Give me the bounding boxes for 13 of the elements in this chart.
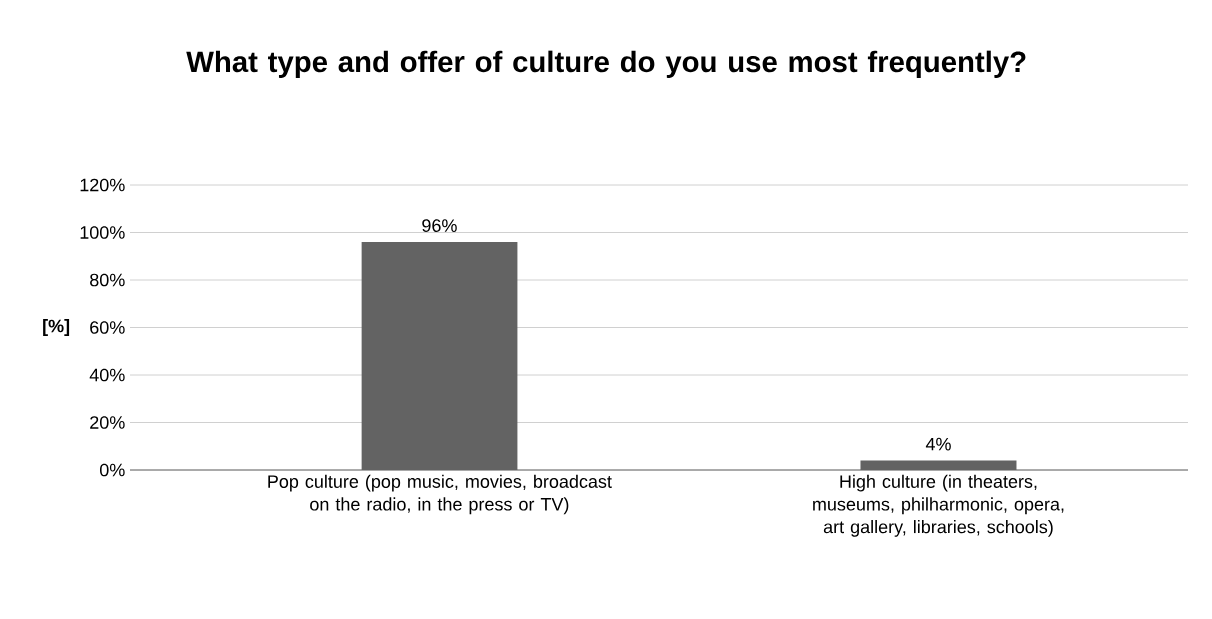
- data-label: 4%: [925, 437, 951, 451]
- y-tick-label: 100%: [80, 226, 125, 239]
- y-axis-title: [%]: [43, 319, 70, 336]
- y-tick-label: 40%: [89, 368, 125, 382]
- chart-title: What type and offer of culture do you use most frequently?: [186, 50, 1026, 78]
- y-tick-label: 80%: [90, 273, 125, 287]
- y-tick-label: 60%: [90, 321, 125, 334]
- y-tick-label: 120%: [80, 178, 125, 192]
- y-tick-label: 0%: [99, 463, 125, 477]
- data-label: 96%: [422, 219, 457, 232]
- x-tick-label: High culture (in theaters, museums, philharmonic, opera, art gallery, libraries, schools): [813, 474, 1064, 537]
- y-tick-label: 20%: [90, 416, 125, 429]
- x-tick-label: Pop culture (pop music, movies, broadcast on the radio, in the press or TV): [268, 474, 612, 515]
